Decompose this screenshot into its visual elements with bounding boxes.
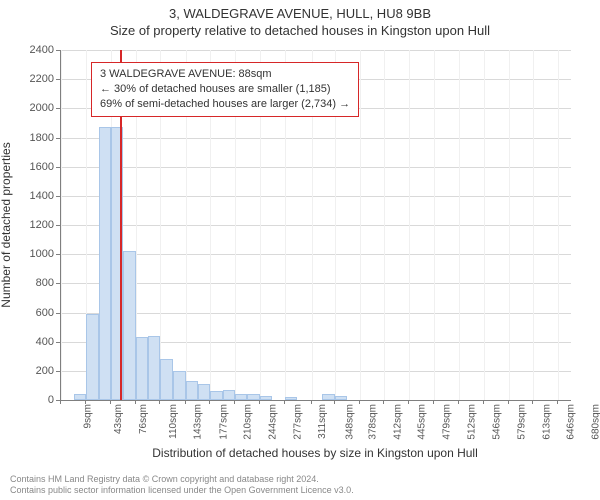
histogram-bar — [223, 390, 236, 400]
y-axis: 0200400600800100012001400160018002000220… — [0, 50, 60, 400]
x-tick-label: 9sqm — [82, 404, 93, 428]
x-tick-label: 311sqm — [317, 404, 328, 439]
y-tick-label: 200 — [36, 365, 54, 377]
x-tick-label: 546sqm — [492, 404, 503, 440]
x-tick-label: 646sqm — [566, 404, 577, 440]
x-axis: 9sqm 43sqm 76sqm 110sqm 143sqm 177sqm 210sqm 24… — [60, 400, 570, 440]
y-tick-label: 1000 — [30, 248, 54, 260]
y-tick-label: 600 — [36, 307, 54, 319]
title-line-1: 3, WALDEGRAVE AVENUE, HULL, HU8 9BB — [0, 6, 600, 21]
y-tick-label: 0 — [48, 394, 54, 406]
y-tick-label: 1800 — [30, 132, 54, 144]
x-tick-label: 110sqm — [168, 404, 179, 439]
histogram-bar — [136, 337, 148, 400]
annotation-line-3: 69% of semi-detached houses are larger (… — [100, 97, 350, 112]
histogram-bar — [160, 359, 173, 400]
title-line-2: Size of property relative to detached ho… — [0, 23, 600, 38]
annotation-line-1: 3 WALDEGRAVE AVENUE: 88sqm — [100, 67, 350, 82]
x-tick-label: 43sqm — [113, 404, 124, 434]
y-tick-label: 1200 — [30, 219, 54, 231]
y-tick-label: 800 — [36, 277, 54, 289]
x-tick-label: 512sqm — [466, 404, 477, 440]
annotation-box: 3 WALDEGRAVE AVENUE: 88sqm ← 30% of deta… — [91, 62, 359, 117]
y-tick-label: 1600 — [30, 161, 54, 173]
histogram-bar — [173, 371, 186, 400]
x-tick-label: 378sqm — [367, 404, 378, 440]
attribution-footer: Contains HM Land Registry data © Crown c… — [10, 474, 590, 497]
y-tick-label: 2400 — [30, 44, 54, 56]
histogram-bar — [198, 384, 210, 400]
histogram-bar — [86, 314, 99, 400]
x-tick-label: 244sqm — [268, 404, 279, 440]
x-tick-label: 210sqm — [243, 404, 254, 440]
x-axis-title: Distribution of detached houses by size … — [60, 446, 570, 460]
annotation-line-2: ← 30% of detached houses are smaller (1,… — [100, 82, 350, 97]
x-tick-label: 613sqm — [541, 404, 552, 440]
histogram-bar — [99, 127, 111, 400]
x-tick-label: 412sqm — [392, 404, 403, 440]
x-tick-label: 445sqm — [417, 404, 428, 440]
histogram-bar — [123, 251, 136, 400]
x-tick-label: 479sqm — [442, 404, 453, 440]
y-tick-label: 1400 — [30, 190, 54, 202]
histogram-bar — [210, 391, 223, 400]
x-tick-label: 143sqm — [193, 404, 204, 440]
x-tick-label: 177sqm — [218, 404, 229, 440]
x-tick-label: 277sqm — [292, 404, 303, 440]
y-tick-label: 2200 — [30, 73, 54, 85]
plot-area: 3 WALDEGRAVE AVENUE: 88sqm ← 30% of deta… — [60, 50, 571, 401]
footer-line-2: Contains public sector information licen… — [10, 485, 590, 496]
histogram-bar — [148, 336, 161, 400]
x-tick-label: 348sqm — [345, 404, 356, 440]
x-tick-label: 579sqm — [516, 404, 527, 440]
y-tick-label: 2000 — [30, 102, 54, 114]
y-tick-label: 400 — [36, 336, 54, 348]
footer-line-1: Contains HM Land Registry data © Crown c… — [10, 474, 590, 485]
x-tick-label: 680sqm — [591, 404, 600, 440]
histogram-bar — [186, 381, 199, 400]
x-tick-label: 76sqm — [138, 404, 149, 434]
chart-title: 3, WALDEGRAVE AVENUE, HULL, HU8 9BB Size… — [0, 0, 600, 38]
